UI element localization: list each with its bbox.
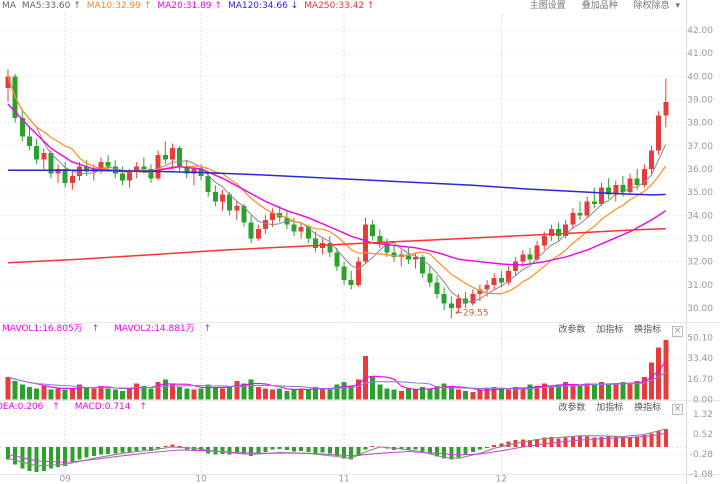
price-axis-label: 35.00 — [687, 188, 713, 198]
ma-value-3: MA120:34.66 ↓ — [227, 1, 299, 11]
month-axis-label: 10 — [195, 475, 207, 484]
mavol2-value: MAVOL2:14.881万 ↑ — [114, 324, 212, 334]
ma-value-2: MA20:31.89 ↑ — [157, 1, 222, 11]
price-axis-label: 36.00 — [687, 165, 713, 175]
switch-indicator-button[interactable]: 换指标 — [634, 403, 662, 413]
menu-item-adjust-rights[interactable]: 除权除息 — [633, 1, 670, 11]
macd-axis-label: 0.52 — [693, 430, 713, 440]
month-axis-label: 09 — [59, 475, 71, 484]
macd-pane-toolbar: 改参数 加指标 换指标 × — [550, 402, 683, 415]
month-axis-label: 12 — [496, 475, 507, 484]
close-volume-pane-icon[interactable]: × — [672, 326, 683, 337]
moving-averages-layer: ←29.55 — [7, 76, 667, 318]
ma-prefix-label: MA — [2, 1, 16, 11]
candles-layer — [5, 69, 669, 319]
volume-axis-label: 16.70 — [687, 375, 713, 385]
volume-indicator-bar: MAVOL1:16.805万 ↑ MAVOL2:14.881万 ↑ — [2, 324, 223, 335]
ma-value-4: MA250:33.42 ↑ — [304, 1, 375, 11]
menu-item-overlay-symbol[interactable]: 叠加品种 — [581, 1, 618, 11]
volume-layer — [5, 340, 669, 400]
chevron-down-icon[interactable]: ▾ — [675, 1, 680, 11]
dea-value: DEA:0.206 ↑ — [0, 402, 60, 412]
price-axis-label: 32.00 — [687, 258, 713, 268]
price-axis-label: 33.00 — [687, 235, 713, 245]
price-axis-label: 39.00 — [687, 96, 713, 106]
add-indicator-button[interactable]: 加指标 — [596, 403, 624, 413]
change-params-button[interactable]: 改参数 — [558, 325, 586, 335]
menu-item-main-chart-settings[interactable]: 主图设置 — [529, 1, 566, 11]
switch-indicator-button[interactable]: 换指标 — [634, 325, 662, 335]
price-axis-label: 31.00 — [687, 281, 713, 291]
macd-axis-label: -1.08 — [690, 470, 714, 480]
volume-pane-toolbar: 改参数 加指标 换指标 × — [550, 324, 683, 337]
mavol1-value: MAVOL1:16.805万 ↑ — [2, 324, 100, 334]
axis-labels-layer: 42.00 41.00 40.00 39.00 38.00 37.00 36.00 35.00… — [59, 26, 713, 484]
volume-axis-label: 33.40 — [687, 354, 713, 364]
macd-layer — [6, 428, 668, 472]
ma-value-1: MA10:32.99 ↑ — [86, 1, 152, 11]
ma-value-0: MA5:33.60 ↑ — [21, 1, 81, 11]
month-axis-label: 11 — [338, 475, 349, 484]
price-axis-label: 40.00 — [687, 72, 713, 82]
close-macd-pane-icon[interactable]: × — [672, 404, 683, 415]
price-axis-label: 42.00 — [687, 26, 713, 36]
change-params-button[interactable]: 改参数 — [558, 403, 586, 413]
price-axis-label: 38.00 — [687, 119, 713, 129]
low-price-annotation: ←29.55 — [455, 308, 488, 318]
price-axis-label: 41.00 — [687, 49, 713, 59]
macd-value: MACD:0.714 ↑ — [74, 402, 147, 412]
macd-axis-label: -0.28 — [690, 450, 714, 460]
volume-axis-label: 0.00 — [693, 396, 713, 406]
price-axis-label: 34.00 — [687, 211, 713, 221]
macd-axis-label: 1.32 — [693, 410, 713, 420]
volume-axis-label: 50.10 — [687, 334, 713, 344]
ma-indicator-bar: MA MA5:33.60 ↑ MA10:32.99 ↑ MA20:31.89 ↑ MA1… — [2, 1, 387, 12]
macd-indicator-bar: DEA:0.206 ↑ MACD:0.714 ↑ — [0, 402, 159, 413]
add-indicator-button[interactable]: 加指标 — [596, 325, 624, 335]
price-axis-label: 30.00 — [687, 304, 713, 314]
chart-settings-menu: 主图设置 叠加品种 除权除息 ▾ — [517, 1, 680, 12]
price-axis-label: 37.00 — [687, 142, 713, 152]
